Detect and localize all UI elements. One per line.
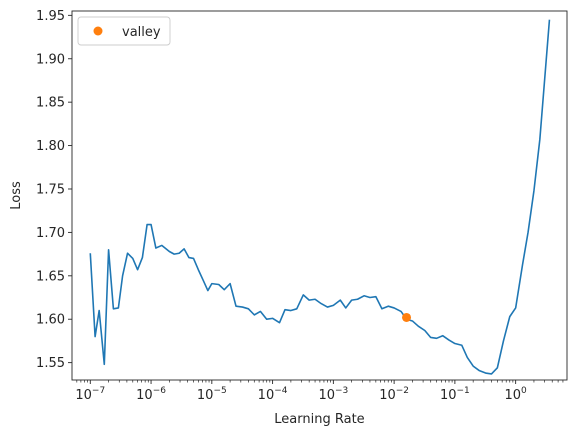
x-tick-label: 10−1	[440, 386, 470, 403]
legend-frame	[77, 16, 171, 46]
legend-valley-label: valley	[122, 25, 161, 40]
x-tick-label: 10−7	[75, 386, 105, 403]
legend: valley	[77, 16, 171, 46]
y-tick-label: 1.95	[36, 9, 65, 24]
valley-marker	[402, 312, 412, 322]
y-axis-label: Loss	[9, 181, 24, 210]
x-axis: 10−7 10−6 10−5 10−4 10−3 10−2 10−1 100	[75, 380, 564, 403]
y-axis: 1.55 1.60 1.65 1.70 1.75 1.80 1.85 1.90 1.95	[36, 9, 72, 371]
legend-valley-marker	[93, 26, 103, 36]
plot-area	[89, 19, 551, 375]
loss-curve-line	[89, 19, 551, 375]
x-axis-label: Learning Rate	[274, 412, 364, 427]
y-tick-label: 1.55	[36, 356, 65, 371]
x-tick-label: 10−3	[318, 386, 348, 403]
x-tick-label: 10−6	[136, 386, 166, 403]
y-tick-label: 1.75	[36, 182, 65, 197]
y-tick-label: 1.90	[36, 52, 65, 67]
y-tick-label: 1.60	[36, 313, 65, 328]
y-tick-label: 1.85	[36, 96, 65, 111]
x-tick-label: 10−2	[379, 386, 409, 403]
axes-frame	[71, 10, 568, 381]
x-tick-label: 10−4	[258, 386, 288, 403]
x-tick-label: 100	[505, 386, 528, 403]
x-tick-label: 10−5	[197, 386, 227, 403]
y-tick-label: 1.65	[36, 269, 65, 284]
y-tick-label: 1.70	[36, 226, 65, 241]
y-tick-label: 1.80	[36, 139, 65, 154]
